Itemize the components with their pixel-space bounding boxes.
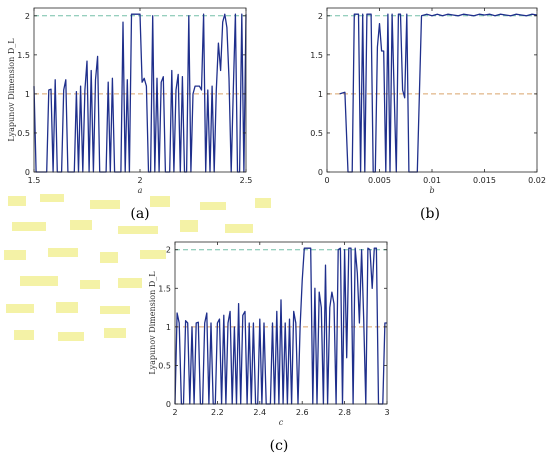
y-tick-label: 0: [318, 168, 323, 177]
x-tick-label: 2.2: [211, 408, 224, 417]
x-tick-label: 2.5: [240, 176, 253, 185]
y-tick-label: 2: [166, 246, 171, 255]
x-tick-label: 2: [172, 408, 177, 417]
series-line: [174, 247, 387, 405]
series-line: [339, 13, 538, 173]
x-tick-label: 3: [384, 408, 389, 417]
x-tick-label: 2.6: [296, 408, 309, 417]
x-tick-label: 1.5: [28, 176, 41, 185]
chart-panel-2: 0 0.005 0.01 0.015 0.02 0 0.5 1 1.5 2 b (b): [310, 7, 546, 222]
x-tick-label: 2: [137, 176, 142, 185]
panel-label: (a): [130, 206, 149, 222]
series-line: [33, 13, 247, 173]
y-tick-label: 1.5: [17, 51, 30, 60]
x-tick-label: 0: [324, 176, 329, 185]
chart-panel-3: 2 2.2 2.4 2.6 2.8 3 0 0.5 1 1.5 2 c Lyapunov Dimensi…: [148, 241, 390, 454]
x-axis-label: b: [429, 186, 434, 195]
x-tick-label: 0.02: [528, 176, 546, 185]
x-axis-label: a: [138, 186, 143, 195]
y-tick-label: 1: [318, 90, 323, 99]
y-tick-label: 1.5: [310, 51, 323, 60]
y-tick-label: 0.5: [17, 129, 30, 138]
y-tick-label: 1: [25, 90, 30, 99]
x-tick-label: 2.4: [253, 408, 266, 417]
y-axis-label: Lyapunov Dimension D_L: [7, 38, 16, 142]
panel-label: (b): [420, 206, 440, 222]
x-tick-label: 0.01: [423, 176, 441, 185]
yellow-pixel-artifact: [0, 190, 285, 360]
x-tick-label: 0.005: [368, 176, 391, 185]
y-axis-label: Lyapunov Dimension D_L: [148, 271, 157, 375]
panel-label: (c): [270, 438, 289, 454]
y-tick-label: 2: [318, 12, 323, 21]
y-tick-label: 1: [166, 323, 171, 332]
x-axis-label: c: [279, 418, 284, 427]
y-tick-label: 2: [25, 12, 30, 21]
x-tick-label: 2.8: [338, 408, 351, 417]
y-tick-label: 1.5: [158, 284, 171, 293]
axes-box: [174, 241, 388, 405]
y-tick-label: 0: [25, 168, 30, 177]
y-tick-label: 0.5: [310, 129, 323, 138]
y-tick-label: 0.5: [158, 361, 171, 370]
x-tick-label: 0.015: [473, 176, 496, 185]
y-tick-label: 0: [166, 400, 171, 409]
